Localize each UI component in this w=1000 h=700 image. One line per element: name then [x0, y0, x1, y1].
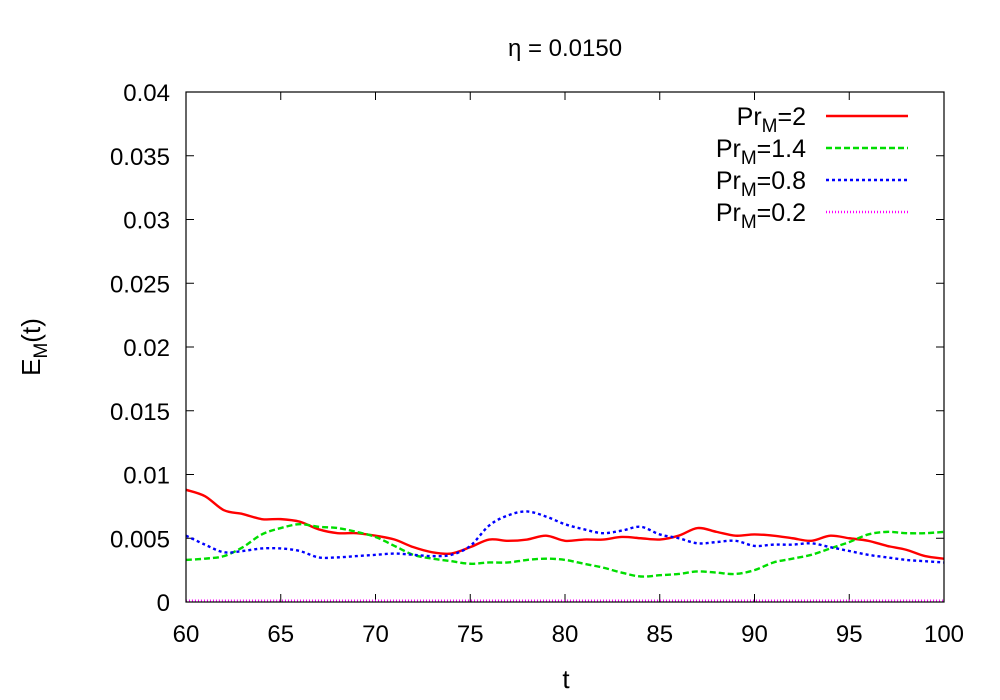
x-tick-label: 60: [173, 621, 200, 648]
legend-label-sub: M: [741, 180, 757, 201]
legend-label-suffix: =2: [777, 103, 806, 131]
series-line-1: [185, 523, 945, 578]
y-tick-label: 0: [157, 590, 170, 617]
legend-label-sub: M: [741, 212, 757, 233]
y-tick-label: 0.015: [110, 399, 170, 426]
legend-label-2: PrM=0.8: [716, 167, 806, 201]
series-layer: [185, 488, 945, 602]
y-axis-title-main: E: [16, 359, 46, 376]
series-line-0: [185, 488, 945, 560]
x-tick-label: 90: [741, 621, 768, 648]
legend-label-main: Pr: [737, 103, 762, 131]
legend-label-1: PrM=1.4: [716, 135, 806, 169]
y-axis-title-sub: M: [31, 343, 52, 359]
series-line-2: [185, 510, 945, 564]
legend-label-3: PrM=0.2: [716, 199, 806, 233]
x-tick-label: 65: [267, 621, 294, 648]
legend-label-main: Pr: [716, 135, 741, 163]
y-tick-label: 0.005: [110, 526, 170, 553]
legend-label-sub: M: [762, 116, 778, 137]
legend-label-main: Pr: [716, 167, 741, 195]
y-tick-label: 0.035: [110, 144, 170, 171]
legend-label-suffix: =1.4: [757, 135, 806, 163]
x-tick-label: 80: [552, 621, 579, 648]
legend-label-sub: M: [741, 148, 757, 169]
y-tick-label: 0.02: [123, 335, 170, 362]
legend-label-0: PrM=2: [737, 103, 806, 137]
y-tick-label: 0.04: [123, 80, 170, 107]
y-tick-label: 0.03: [123, 208, 170, 235]
chart-title: η = 0.0150: [508, 35, 622, 62]
axis-ticks: 60 65 70 75 80 85 90 95 100 0 0.005 0.01 0.015 0.02 0.…: [110, 80, 964, 648]
x-tick-label: 85: [646, 621, 673, 648]
y-tick-label: 0.025: [110, 271, 170, 298]
plot-frame: [185, 91, 945, 603]
x-tick-label: 100: [924, 621, 964, 648]
legend-label-suffix: =0.2: [757, 199, 806, 227]
x-tick-label: 95: [836, 621, 863, 648]
legend-label-main: Pr: [716, 199, 741, 227]
svg-text:EM(t): EM(t): [16, 318, 52, 376]
legend-label-suffix: =0.8: [757, 167, 806, 195]
y-axis-title: EM(t): [16, 318, 52, 376]
y-tick-label: 0.01: [123, 463, 170, 490]
x-tick-label: 75: [457, 621, 484, 648]
y-axis-title-suffix: (t): [16, 318, 46, 343]
x-tick-label: 70: [362, 621, 389, 648]
x-axis-title: t: [562, 664, 570, 694]
